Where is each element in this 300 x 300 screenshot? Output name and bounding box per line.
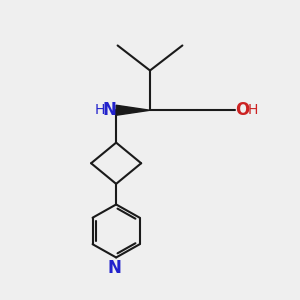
- Polygon shape: [116, 105, 150, 115]
- Text: N: N: [103, 101, 117, 119]
- Text: O: O: [236, 101, 250, 119]
- Text: H: H: [95, 103, 105, 117]
- Text: H: H: [248, 103, 258, 117]
- Text: N: N: [108, 259, 122, 277]
